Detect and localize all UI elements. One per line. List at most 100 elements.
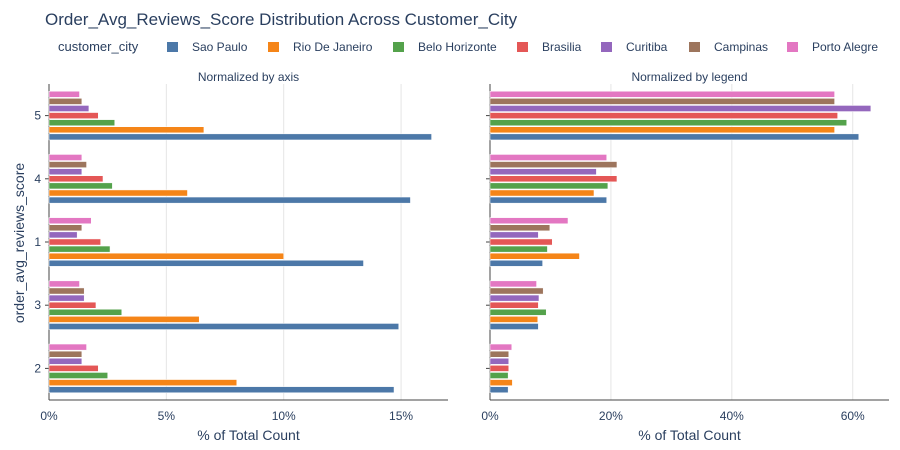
legend-swatch: [268, 42, 279, 52]
bar-porto-alegre-score-2[interactable]: [48, 343, 87, 351]
legend-label: Porto Alegre: [812, 40, 878, 54]
y-tick-label: 5: [34, 109, 41, 123]
bar-sao-paulo-score-1[interactable]: [48, 260, 364, 267]
bar-sao-paulo-score-5[interactable]: [489, 133, 860, 141]
bar-brasilia-score-4[interactable]: [489, 175, 618, 183]
bar-belo-horizonte-score-1[interactable]: [48, 245, 111, 253]
bar-campinas-score-1[interactable]: [489, 224, 551, 232]
x-tick-label: 60%: [841, 409, 865, 423]
legend[interactable]: Sao Paulo Rio De Janeiro Belo Horizonte Bra…: [167, 40, 878, 54]
x-tick-label: 0%: [481, 409, 499, 423]
bar-sao-paulo-score-3[interactable]: [489, 323, 539, 330]
bar-brasilia-score-3[interactable]: [489, 301, 539, 309]
legend-item-sao-paulo[interactable]: Sao Paulo: [167, 40, 248, 54]
bar-brasilia-score-4[interactable]: [48, 175, 104, 183]
legend-swatch: [393, 42, 404, 52]
bar-brasilia-score-5[interactable]: [48, 112, 99, 119]
bar-porto-alegre-score-1[interactable]: [48, 217, 92, 224]
bar-curitiba-score-3[interactable]: [489, 294, 540, 302]
bar-porto-alegre-score-5[interactable]: [489, 91, 835, 98]
bar-rio-de-janeiro-score-5[interactable]: [489, 126, 835, 134]
bar-campinas-score-2[interactable]: [48, 350, 83, 358]
bar-curitiba-score-3[interactable]: [48, 294, 85, 302]
bar-porto-alegre-score-4[interactable]: [48, 154, 83, 161]
bar-belo-horizonte-score-2[interactable]: [489, 372, 509, 379]
legend-item-curitiba[interactable]: Curitiba: [601, 40, 668, 54]
bar-belo-horizonte-score-4[interactable]: [48, 182, 113, 190]
bar-belo-horizonte-score-3[interactable]: [489, 309, 547, 316]
bar-brasilia-score-2[interactable]: [489, 365, 509, 372]
bar-campinas-score-4[interactable]: [489, 161, 618, 168]
x-tick-label: 40%: [720, 409, 744, 423]
bar-rio-de-janeiro-score-4[interactable]: [48, 189, 188, 197]
legend-item-belo-horizonte[interactable]: Belo Horizonte: [393, 40, 497, 54]
bar-porto-alegre-score-2[interactable]: [489, 343, 513, 351]
bar-rio-de-janeiro-score-2[interactable]: [48, 379, 238, 386]
bar-rio-de-janeiro-score-3[interactable]: [489, 316, 539, 323]
bar-sao-paulo-score-5[interactable]: [48, 133, 432, 141]
bar-sao-paulo-score-4[interactable]: [48, 196, 411, 204]
bar-sao-paulo-score-4[interactable]: [489, 196, 607, 204]
bar-campinas-score-2[interactable]: [489, 350, 509, 358]
bar-curitiba-score-4[interactable]: [48, 168, 83, 175]
bar-porto-alegre-score-5[interactable]: [48, 91, 80, 98]
x-tick-label: 0%: [40, 409, 58, 423]
bar-porto-alegre-score-4[interactable]: [489, 154, 607, 161]
panel-subtitle: Normalized by legend: [631, 70, 747, 84]
y-tick-label: 1: [34, 235, 41, 249]
chart-title: Order_Avg_Reviews_Score Distribution Acr…: [45, 10, 518, 29]
legend-title: customer_city: [58, 39, 139, 54]
bar-rio-de-janeiro-score-5[interactable]: [48, 126, 205, 134]
bar-porto-alegre-score-3[interactable]: [48, 280, 80, 288]
bar-brasilia-score-2[interactable]: [48, 365, 99, 372]
bar-curitiba-score-2[interactable]: [48, 358, 83, 365]
bar-rio-de-janeiro-score-1[interactable]: [48, 252, 284, 260]
bar-curitiba-score-5[interactable]: [48, 105, 90, 112]
legend-item-rio-de-janeiro[interactable]: Rio De Janeiro: [268, 40, 373, 54]
bar-belo-horizonte-score-5[interactable]: [489, 119, 847, 127]
bar-brasilia-score-1[interactable]: [48, 238, 101, 246]
bar-curitiba-score-1[interactable]: [48, 231, 78, 239]
bar-sao-paulo-score-2[interactable]: [48, 386, 395, 393]
bar-belo-horizonte-score-5[interactable]: [48, 119, 115, 127]
bar-rio-de-janeiro-score-3[interactable]: [48, 316, 200, 323]
bar-campinas-score-1[interactable]: [48, 224, 83, 232]
legend-label: Curitiba: [626, 40, 668, 54]
x-axis-title: % of Total Count: [638, 427, 741, 443]
bar-rio-de-janeiro-score-4[interactable]: [489, 189, 595, 197]
bar-campinas-score-4[interactable]: [48, 161, 87, 168]
bar-brasilia-score-3[interactable]: [48, 301, 97, 309]
bar-belo-horizonte-score-2[interactable]: [48, 372, 108, 379]
bar-campinas-score-5[interactable]: [489, 98, 835, 105]
bar-curitiba-score-2[interactable]: [489, 358, 509, 365]
bar-curitiba-score-4[interactable]: [489, 168, 597, 175]
legend-label: Campinas: [714, 40, 768, 54]
x-axis-title: % of Total Count: [197, 427, 300, 443]
bar-rio-de-janeiro-score-1[interactable]: [489, 252, 580, 260]
bar-rio-de-janeiro-score-2[interactable]: [489, 379, 513, 386]
bar-brasilia-score-5[interactable]: [489, 112, 838, 119]
bar-porto-alegre-score-3[interactable]: [489, 280, 537, 288]
legend-item-campinas[interactable]: Campinas: [689, 40, 768, 54]
bar-campinas-score-5[interactable]: [48, 98, 83, 105]
bar-campinas-score-3[interactable]: [48, 287, 85, 295]
bar-sao-paulo-score-1[interactable]: [489, 260, 543, 267]
bar-brasilia-score-1[interactable]: [489, 238, 553, 246]
bar-belo-horizonte-score-1[interactable]: [489, 245, 548, 253]
bar-sao-paulo-score-2[interactable]: [489, 386, 509, 393]
legend-item-brasilia[interactable]: Brasilia: [517, 40, 582, 54]
bar-curitiba-score-1[interactable]: [489, 231, 539, 239]
panel-subtitle: Normalized by axis: [198, 70, 299, 84]
bar-campinas-score-3[interactable]: [489, 287, 544, 295]
legend-item-porto-alegre[interactable]: Porto Alegre: [787, 40, 878, 54]
x-tick-label: 15%: [389, 409, 413, 423]
bar-belo-horizonte-score-4[interactable]: [489, 182, 609, 190]
bar-porto-alegre-score-1[interactable]: [489, 217, 569, 224]
bar-sao-paulo-score-3[interactable]: [48, 323, 399, 330]
bar-curitiba-score-5[interactable]: [489, 105, 872, 112]
panel-1: Normalized by axis 0% 5% 10% 15% % of Total C…: [34, 70, 448, 443]
legend-swatch: [601, 42, 612, 52]
y-tick-label: 4: [34, 172, 41, 186]
bar-belo-horizonte-score-3[interactable]: [48, 309, 123, 316]
